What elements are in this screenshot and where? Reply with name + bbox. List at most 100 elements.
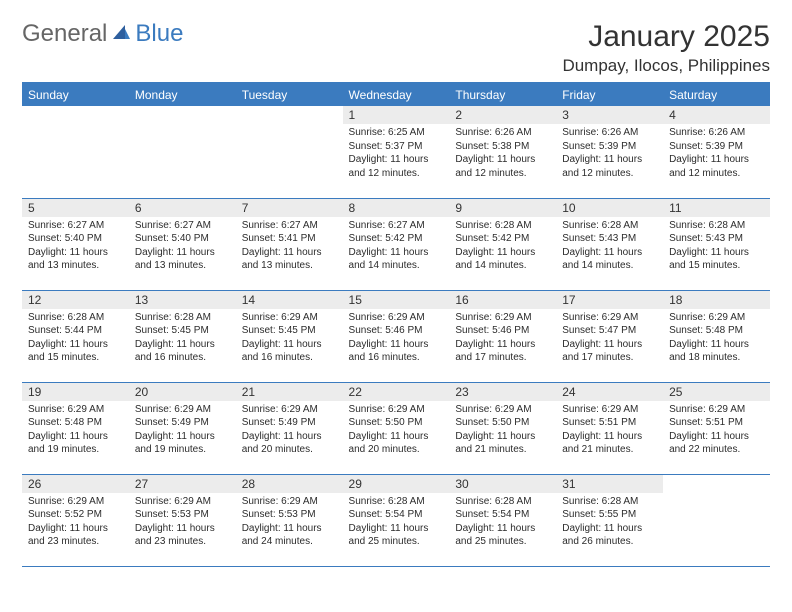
day-number: 5 <box>22 199 129 217</box>
sunrise-text: Sunrise: 6:28 AM <box>562 495 657 509</box>
header: General Blue January 2025 Dumpay, Ilocos… <box>22 20 770 76</box>
calendar-day-cell: 11Sunrise: 6:28 AMSunset: 5:43 PMDayligh… <box>663 198 770 290</box>
page-title: January 2025 <box>562 20 770 54</box>
sunrise-text: Sunrise: 6:26 AM <box>562 126 657 140</box>
day-details: Sunrise: 6:27 AMSunset: 5:40 PMDaylight:… <box>129 217 236 277</box>
day-number: 14 <box>236 291 343 309</box>
sunset-text: Sunset: 5:49 PM <box>135 416 230 430</box>
day-number <box>129 106 236 110</box>
calendar-week-row: 12 Sunrise: 6:28 AMSunset: 5:44 PM Dayligh… <box>22 290 770 382</box>
day-number: 15 <box>343 291 450 309</box>
day-details: Sunrise: 6:29 AMSunset: 5:52 PMDaylight:… <box>22 493 129 553</box>
sunrise-text: Sunrise: 6:27 AM <box>135 219 230 233</box>
daylight-text: Daylight: 11 hours and 12 minutes. <box>562 153 657 180</box>
calendar-day-cell: 16Sunrise: 6:29 AMSunset: 5:46 PMDayligh… <box>449 290 556 382</box>
calendar-day-cell: 1Sunrise: 6:25 AMSunset: 5:37 PMDaylight… <box>343 106 450 198</box>
sunset-text: Sunset: 5:51 PM <box>669 416 764 430</box>
calendar-day-cell: 18Sunrise: 6:29 AMSunset: 5:48 PMDayligh… <box>663 290 770 382</box>
calendar-day-cell: 2Sunrise: 6:26 AMSunset: 5:38 PMDaylight… <box>449 106 556 198</box>
sunset-text: Sunset: 5:50 PM <box>349 416 444 430</box>
sunrise-text: Sunrise: 6:28 AM <box>669 219 764 233</box>
sunset-text: Sunset: 5:45 PM <box>135 324 230 338</box>
daylight-text: Daylight: 11 hours and 17 minutes. <box>562 338 657 365</box>
day-number: 26 <box>22 475 129 493</box>
daylight-text: Daylight: 11 hours and 20 minutes. <box>242 430 337 457</box>
sunset-text: Sunset: 5:42 PM <box>455 232 550 246</box>
sunset-text: Sunset: 5:48 PM <box>28 416 123 430</box>
day-header-row: Sunday Monday Tuesday Wednesday Thursday… <box>22 83 770 106</box>
daylight-text: Daylight: 11 hours and 23 minutes. <box>28 522 123 549</box>
daylight-text: Daylight: 11 hours and 12 minutes. <box>349 153 444 180</box>
calendar-day-cell: 5Sunrise: 6:27 AMSunset: 5:40 PMDaylight… <box>22 198 129 290</box>
day-number <box>22 106 129 110</box>
day-number: 13 <box>129 291 236 309</box>
location-subtitle: Dumpay, Ilocos, Philippines <box>562 56 770 76</box>
calendar-day-cell <box>236 106 343 198</box>
daylight-text: Daylight: 11 hours and 17 minutes. <box>455 338 550 365</box>
calendar-day-cell: 31Sunrise: 6:28 AMSunset: 5:55 PMDayligh… <box>556 474 663 566</box>
sunset-text: Sunset: 5:41 PM <box>242 232 337 246</box>
day-header: Tuesday <box>236 83 343 106</box>
calendar-day-cell: 28Sunrise: 6:29 AMSunset: 5:53 PMDayligh… <box>236 474 343 566</box>
calendar-day-cell: 7Sunrise: 6:27 AMSunset: 5:41 PMDaylight… <box>236 198 343 290</box>
sunset-text: Sunset: 5:53 PM <box>242 508 337 522</box>
sunset-text: Sunset: 5:45 PM <box>242 324 337 338</box>
sunrise-text: Sunrise: 6:25 AM <box>349 126 444 140</box>
calendar-day-cell: 20Sunrise: 6:29 AMSunset: 5:49 PMDayligh… <box>129 382 236 474</box>
day-details: Sunrise: 6:27 AMSunset: 5:42 PMDaylight:… <box>343 217 450 277</box>
day-details: Sunrise: 6:29 AMSunset: 5:49 PMDaylight:… <box>129 401 236 461</box>
logo-sail-icon <box>111 20 131 48</box>
sunset-text: Sunset: 5:39 PM <box>562 140 657 154</box>
calendar-day-cell: 29Sunrise: 6:28 AMSunset: 5:54 PMDayligh… <box>343 474 450 566</box>
day-details: Sunrise: 6:28 AMSunset: 5:43 PMDaylight:… <box>556 217 663 277</box>
logo: General Blue <box>22 20 183 48</box>
sunrise-text: Sunrise: 6:29 AM <box>242 403 337 417</box>
sunrise-text: Sunrise: 6:28 AM <box>349 495 444 509</box>
sunrise-text: Sunrise: 6:28 AM <box>28 311 123 325</box>
daylight-text: Daylight: 11 hours and 24 minutes. <box>242 522 337 549</box>
sunset-text: Sunset: 5:53 PM <box>135 508 230 522</box>
calendar-day-cell: 12Sunrise: 6:28 AMSunset: 5:44 PMDayligh… <box>22 290 129 382</box>
calendar-day-cell: 4Sunrise: 6:26 AMSunset: 5:39 PMDaylight… <box>663 106 770 198</box>
calendar-day-cell: 8Sunrise: 6:27 AMSunset: 5:42 PMDaylight… <box>343 198 450 290</box>
day-details: Sunrise: 6:29 AMSunset: 5:47 PMDaylight:… <box>556 309 663 369</box>
day-number: 12 <box>22 291 129 309</box>
sunset-text: Sunset: 5:40 PM <box>28 232 123 246</box>
daylight-text: Daylight: 11 hours and 22 minutes. <box>669 430 764 457</box>
daylight-text: Daylight: 11 hours and 21 minutes. <box>562 430 657 457</box>
sunrise-text: Sunrise: 6:27 AM <box>242 219 337 233</box>
daylight-text: Daylight: 11 hours and 14 minutes. <box>455 246 550 273</box>
day-number: 21 <box>236 383 343 401</box>
calendar-day-cell: 13Sunrise: 6:28 AMSunset: 5:45 PMDayligh… <box>129 290 236 382</box>
sunrise-text: Sunrise: 6:29 AM <box>455 311 550 325</box>
day-details: Sunrise: 6:27 AMSunset: 5:41 PMDaylight:… <box>236 217 343 277</box>
day-header: Thursday <box>449 83 556 106</box>
sunset-text: Sunset: 5:40 PM <box>135 232 230 246</box>
daylight-text: Daylight: 11 hours and 19 minutes. <box>28 430 123 457</box>
day-number <box>236 106 343 110</box>
sunset-text: Sunset: 5:43 PM <box>562 232 657 246</box>
calendar-day-cell: 3Sunrise: 6:26 AMSunset: 5:39 PMDaylight… <box>556 106 663 198</box>
day-number: 27 <box>129 475 236 493</box>
sunrise-text: Sunrise: 6:27 AM <box>349 219 444 233</box>
day-details: Sunrise: 6:29 AMSunset: 5:45 PMDaylight:… <box>236 309 343 369</box>
daylight-text: Daylight: 11 hours and 19 minutes. <box>135 430 230 457</box>
sunset-text: Sunset: 5:44 PM <box>28 324 123 338</box>
calendar-week-row: 1Sunrise: 6:25 AMSunset: 5:37 PMDaylight… <box>22 106 770 198</box>
sunrise-text: Sunrise: 6:28 AM <box>455 495 550 509</box>
sunrise-text: Sunrise: 6:29 AM <box>135 403 230 417</box>
calendar-day-cell: 9Sunrise: 6:28 AMSunset: 5:42 PMDaylight… <box>449 198 556 290</box>
day-details: Sunrise: 6:29 AMSunset: 5:46 PMDaylight:… <box>343 309 450 369</box>
daylight-text: Daylight: 11 hours and 26 minutes. <box>562 522 657 549</box>
sunset-text: Sunset: 5:49 PM <box>242 416 337 430</box>
daylight-text: Daylight: 11 hours and 13 minutes. <box>28 246 123 273</box>
daylight-text: Daylight: 11 hours and 13 minutes. <box>242 246 337 273</box>
daylight-text: Daylight: 11 hours and 12 minutes. <box>455 153 550 180</box>
day-details: Sunrise: 6:29 AMSunset: 5:50 PMDaylight:… <box>343 401 450 461</box>
daylight-text: Daylight: 11 hours and 16 minutes. <box>242 338 337 365</box>
calendar-day-cell: 26Sunrise: 6:29 AMSunset: 5:52 PMDayligh… <box>22 474 129 566</box>
day-header: Saturday <box>663 83 770 106</box>
sunset-text: Sunset: 5:47 PM <box>562 324 657 338</box>
calendar-day-cell: 21 Sunrise: 6:29 AMSunset: 5:49 PMDayligh… <box>236 382 343 474</box>
daylight-text: Daylight: 11 hours and 12 minutes. <box>669 153 764 180</box>
